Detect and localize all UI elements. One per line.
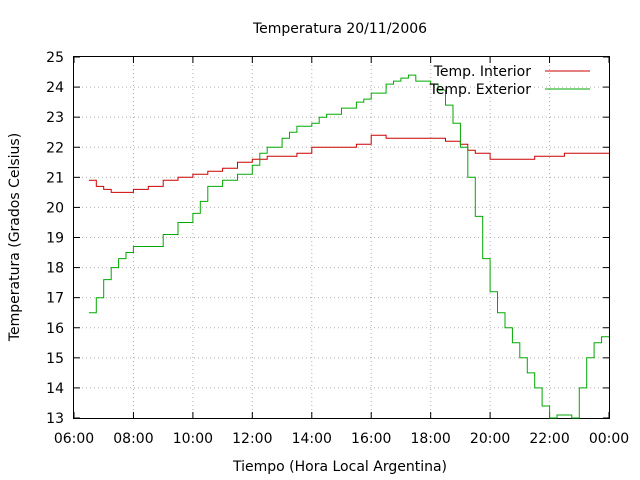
axis-ticks: 06:00 08:00 10:00 12:00 14:00 16:00 18:00 20:00…: [46, 50, 629, 447]
y-tick-label: 20: [46, 200, 64, 216]
x-tick-label: 10:00: [173, 431, 213, 447]
y-tick-label: 22: [46, 140, 64, 156]
x-tick-label: 08:00: [113, 431, 153, 447]
x-tick-label: 18:00: [410, 431, 450, 447]
x-tick-label: 22:00: [529, 431, 569, 447]
y-tick-label: 16: [46, 321, 64, 337]
x-tick-label: 14:00: [292, 431, 332, 447]
grid-lines: [74, 57, 609, 418]
y-tick-label: 13: [46, 411, 64, 427]
x-tick-label: 12:00: [232, 431, 272, 447]
y-tick-label: 21: [46, 170, 64, 186]
x-tick-label: 06:00: [54, 431, 94, 447]
y-tick-label: 14: [46, 381, 64, 397]
legend-label: Temp. Exterior: [429, 82, 532, 98]
x-axis-title: Tiempo (Hora Local Argentina): [232, 459, 447, 475]
legend-label: Temp. Interior: [433, 64, 532, 80]
y-tick-label: 23: [46, 110, 64, 126]
y-tick-label: 19: [46, 231, 64, 247]
chart-title: Temperatura 20/11/2006: [252, 21, 427, 37]
series-line-exterior: [88, 74, 609, 419]
plot-frame: [73, 56, 610, 419]
legend: Temp. Interior Temp. Exterior: [429, 64, 590, 98]
y-tick-label: 15: [46, 351, 64, 367]
x-tick-label: 20:00: [470, 431, 510, 447]
y-tick-label: 24: [46, 80, 64, 96]
series-layer: [88, 74, 609, 419]
y-axis-title: Temperatura (Grados Celsius): [7, 133, 23, 342]
y-tick-label: 17: [46, 291, 64, 307]
x-tick-label: 00:00: [589, 431, 629, 447]
y-tick-label: 25: [46, 50, 64, 66]
y-tick-label: 18: [46, 261, 64, 277]
x-tick-label: 16:00: [351, 431, 391, 447]
series-line-interior: [88, 134, 609, 193]
